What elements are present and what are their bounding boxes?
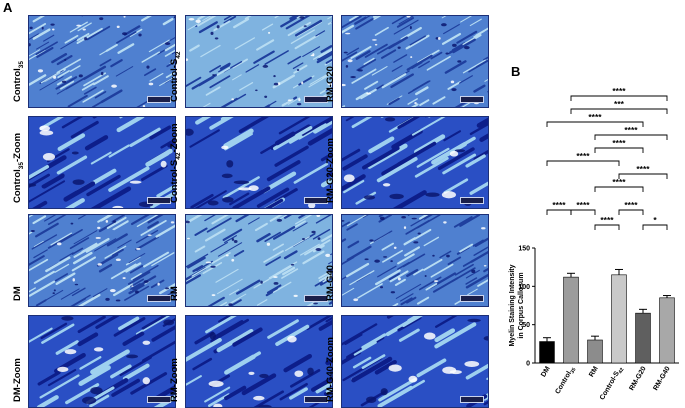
- bar: [660, 298, 675, 363]
- significance-bracket: [643, 225, 667, 230]
- panel-b-letter: B: [511, 64, 520, 79]
- micrograph-label: DM: [12, 286, 23, 301]
- significance-label: ****: [612, 138, 626, 148]
- micrograph-tile: [185, 15, 333, 108]
- x-tick-label: Control35: [554, 365, 577, 396]
- micrograph-image: [342, 117, 488, 208]
- micrograph-image: [342, 16, 488, 107]
- micrograph-label: DM-Zoom: [12, 358, 23, 402]
- significance-label: ****: [552, 200, 566, 210]
- significance-label: ****: [612, 86, 626, 96]
- significance-bracket: [571, 210, 595, 215]
- scale-bar: [460, 295, 484, 302]
- micrograph-image: [29, 117, 175, 208]
- y-tick-label: 50: [522, 322, 530, 329]
- bar: [564, 277, 579, 363]
- scale-bar: [460, 96, 484, 103]
- micrograph-tile: [341, 214, 489, 307]
- micrograph-tile: [185, 116, 333, 209]
- y-tick-label: 100: [518, 284, 530, 291]
- significance-bracket: [595, 135, 667, 140]
- significance-bracket: [595, 187, 643, 192]
- significance-label: ****: [600, 215, 614, 225]
- micrograph-label: RM: [169, 286, 180, 301]
- scale-bar: [147, 197, 171, 204]
- scale-bar: [460, 396, 484, 403]
- micrograph-image: [186, 215, 332, 306]
- significance-bracket: [619, 174, 667, 179]
- significance-label: ****: [576, 200, 590, 210]
- bar: [588, 340, 603, 363]
- scale-bar: [147, 295, 171, 302]
- micrograph-image: [29, 215, 175, 306]
- scale-bar: [460, 197, 484, 204]
- significance-label: ****: [636, 164, 650, 174]
- micrograph-tile: [28, 214, 176, 307]
- significance-label: ****: [624, 200, 638, 210]
- micrograph-tile: [185, 315, 333, 408]
- scale-bar: [147, 96, 171, 103]
- bar: [612, 275, 627, 363]
- micrograph-label: RM-G40: [325, 265, 336, 301]
- micrograph-image: [186, 316, 332, 407]
- significance-bracket: [571, 109, 667, 114]
- micrograph-label: RM-G20: [325, 66, 336, 102]
- x-tick-label: DM: [540, 365, 552, 378]
- x-tick-label: RM: [588, 365, 600, 378]
- significance-label: ****: [588, 112, 602, 122]
- micrograph-image: [186, 16, 332, 107]
- micrograph-label: RM-G20-Zoom: [325, 138, 336, 203]
- micrograph-image: [186, 117, 332, 208]
- x-tick-label: RM-G20: [628, 365, 647, 391]
- scale-bar: [147, 396, 171, 403]
- x-tick-label: RM-G40: [652, 365, 671, 391]
- significance-bracket: [595, 148, 643, 153]
- micrograph-tile: [185, 214, 333, 307]
- micrograph-label: RM-Zoom: [169, 358, 180, 402]
- bar: [636, 313, 651, 363]
- significance-label: ****: [612, 177, 626, 187]
- significance-bracket: [595, 225, 619, 230]
- significance-bracket: [619, 210, 643, 215]
- micrograph-image: [29, 16, 175, 107]
- y-tick-label: 150: [518, 246, 530, 253]
- micrograph-image: [29, 316, 175, 407]
- bar: [540, 342, 555, 363]
- micrograph-label: Control35: [12, 61, 25, 102]
- micrograph-image: [342, 215, 488, 306]
- micrograph-tile: [28, 15, 176, 108]
- y-axis-label: Myelin Staining Intensity: [509, 264, 516, 346]
- micrograph-tile: [28, 315, 176, 408]
- significance-bracket: [547, 161, 619, 166]
- micrograph-tile: [341, 116, 489, 209]
- significance-label: *: [653, 215, 657, 225]
- significance-label: ***: [614, 99, 625, 109]
- significance-label: ****: [624, 125, 638, 135]
- micrograph-tile: [341, 315, 489, 408]
- micrograph-image: [342, 316, 488, 407]
- micrograph-label: RM-G40-Zoom: [325, 337, 336, 402]
- y-tick-label: 0: [526, 361, 530, 368]
- significance-label: ****: [576, 151, 590, 161]
- micrograph-tile: [341, 15, 489, 108]
- micrograph-tile: [28, 116, 176, 209]
- micrograph-label: Control-S42: [169, 51, 182, 102]
- x-tick-label: Control-S42: [599, 365, 626, 401]
- micrograph-label: Control-S42-Zoom: [169, 123, 182, 203]
- micrograph-label: Control35-Zoom: [12, 133, 25, 203]
- panel-a-letter: A: [3, 0, 12, 15]
- significance-bracket: [547, 210, 571, 215]
